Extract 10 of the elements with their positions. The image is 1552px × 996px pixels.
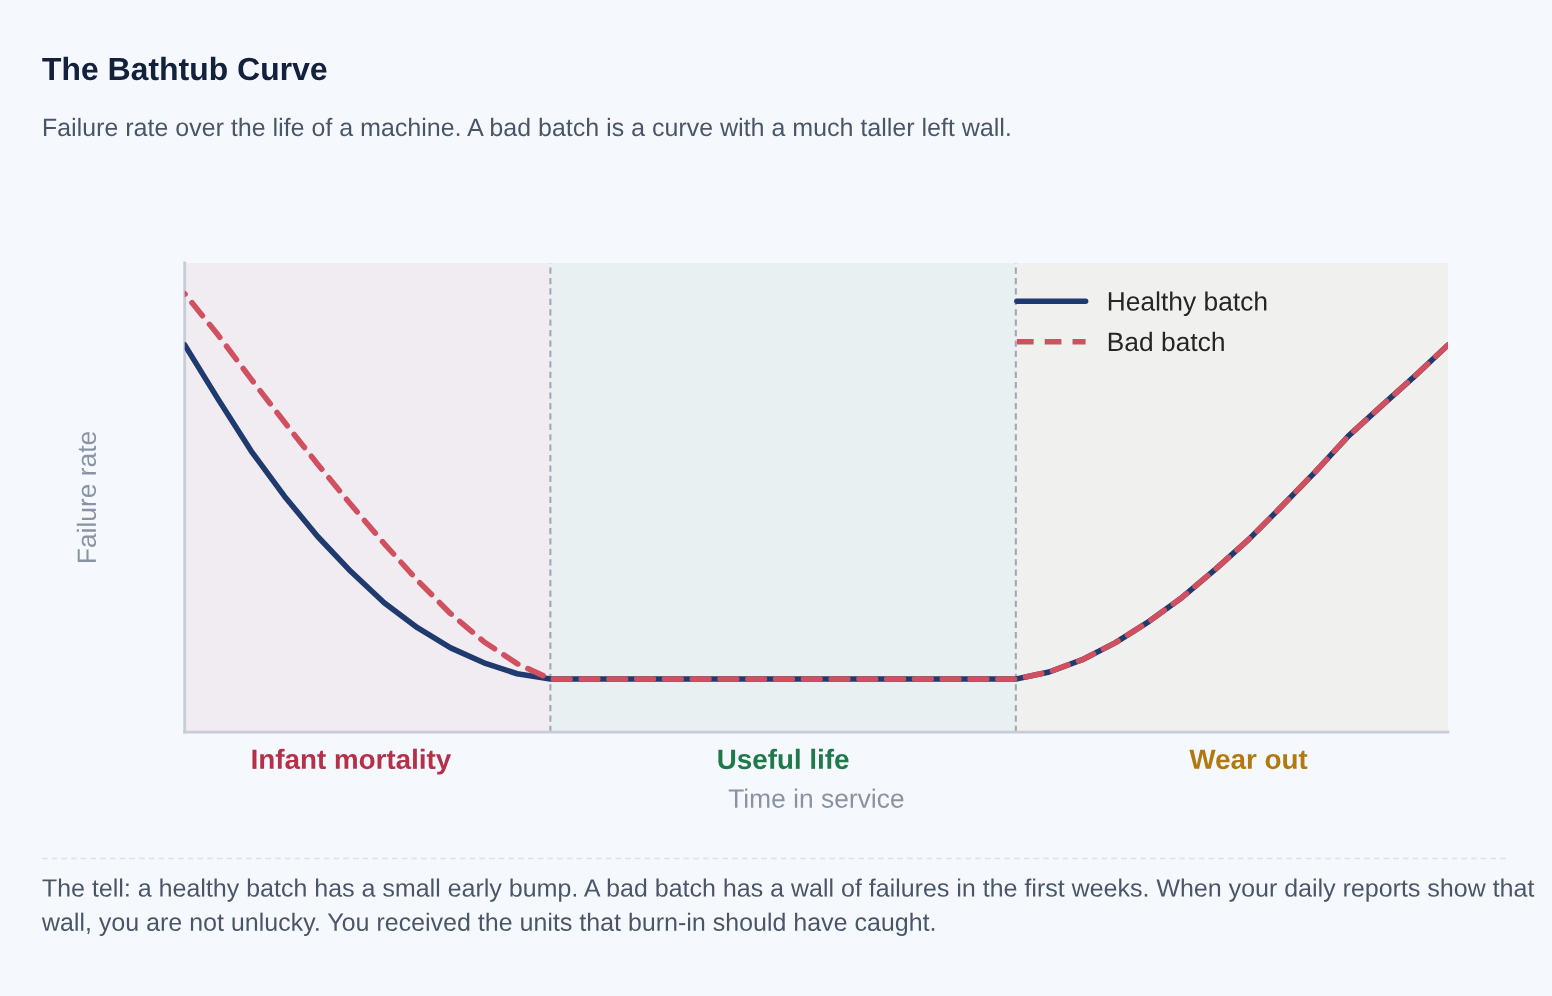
legend-label: Healthy batch [1108,291,1267,316]
x-axis-title: Time in service [728,788,904,808]
legend-label: Bad batch [1108,331,1224,352]
x-tick-label: Wear out [1189,749,1308,770]
chart-subtitle: Failure rate over the life of a machine. A bad batch is a curve with a much taller left wall. [43,117,1010,137]
x-tick-label: Infant mortality [252,748,452,775]
text: The tell: a healthy batch has a small early bump. A bad batch has a wall of failures in the first weeks. When your daily reports show that wall, you are not unlucky. You received the units that burn-in should have caught. [41,878,1535,936]
x-tick-label: Useful life [718,748,849,770]
y-axis-title: Failure rate [76,431,97,563]
chart-title: The Bathtub Curve [42,56,327,81]
